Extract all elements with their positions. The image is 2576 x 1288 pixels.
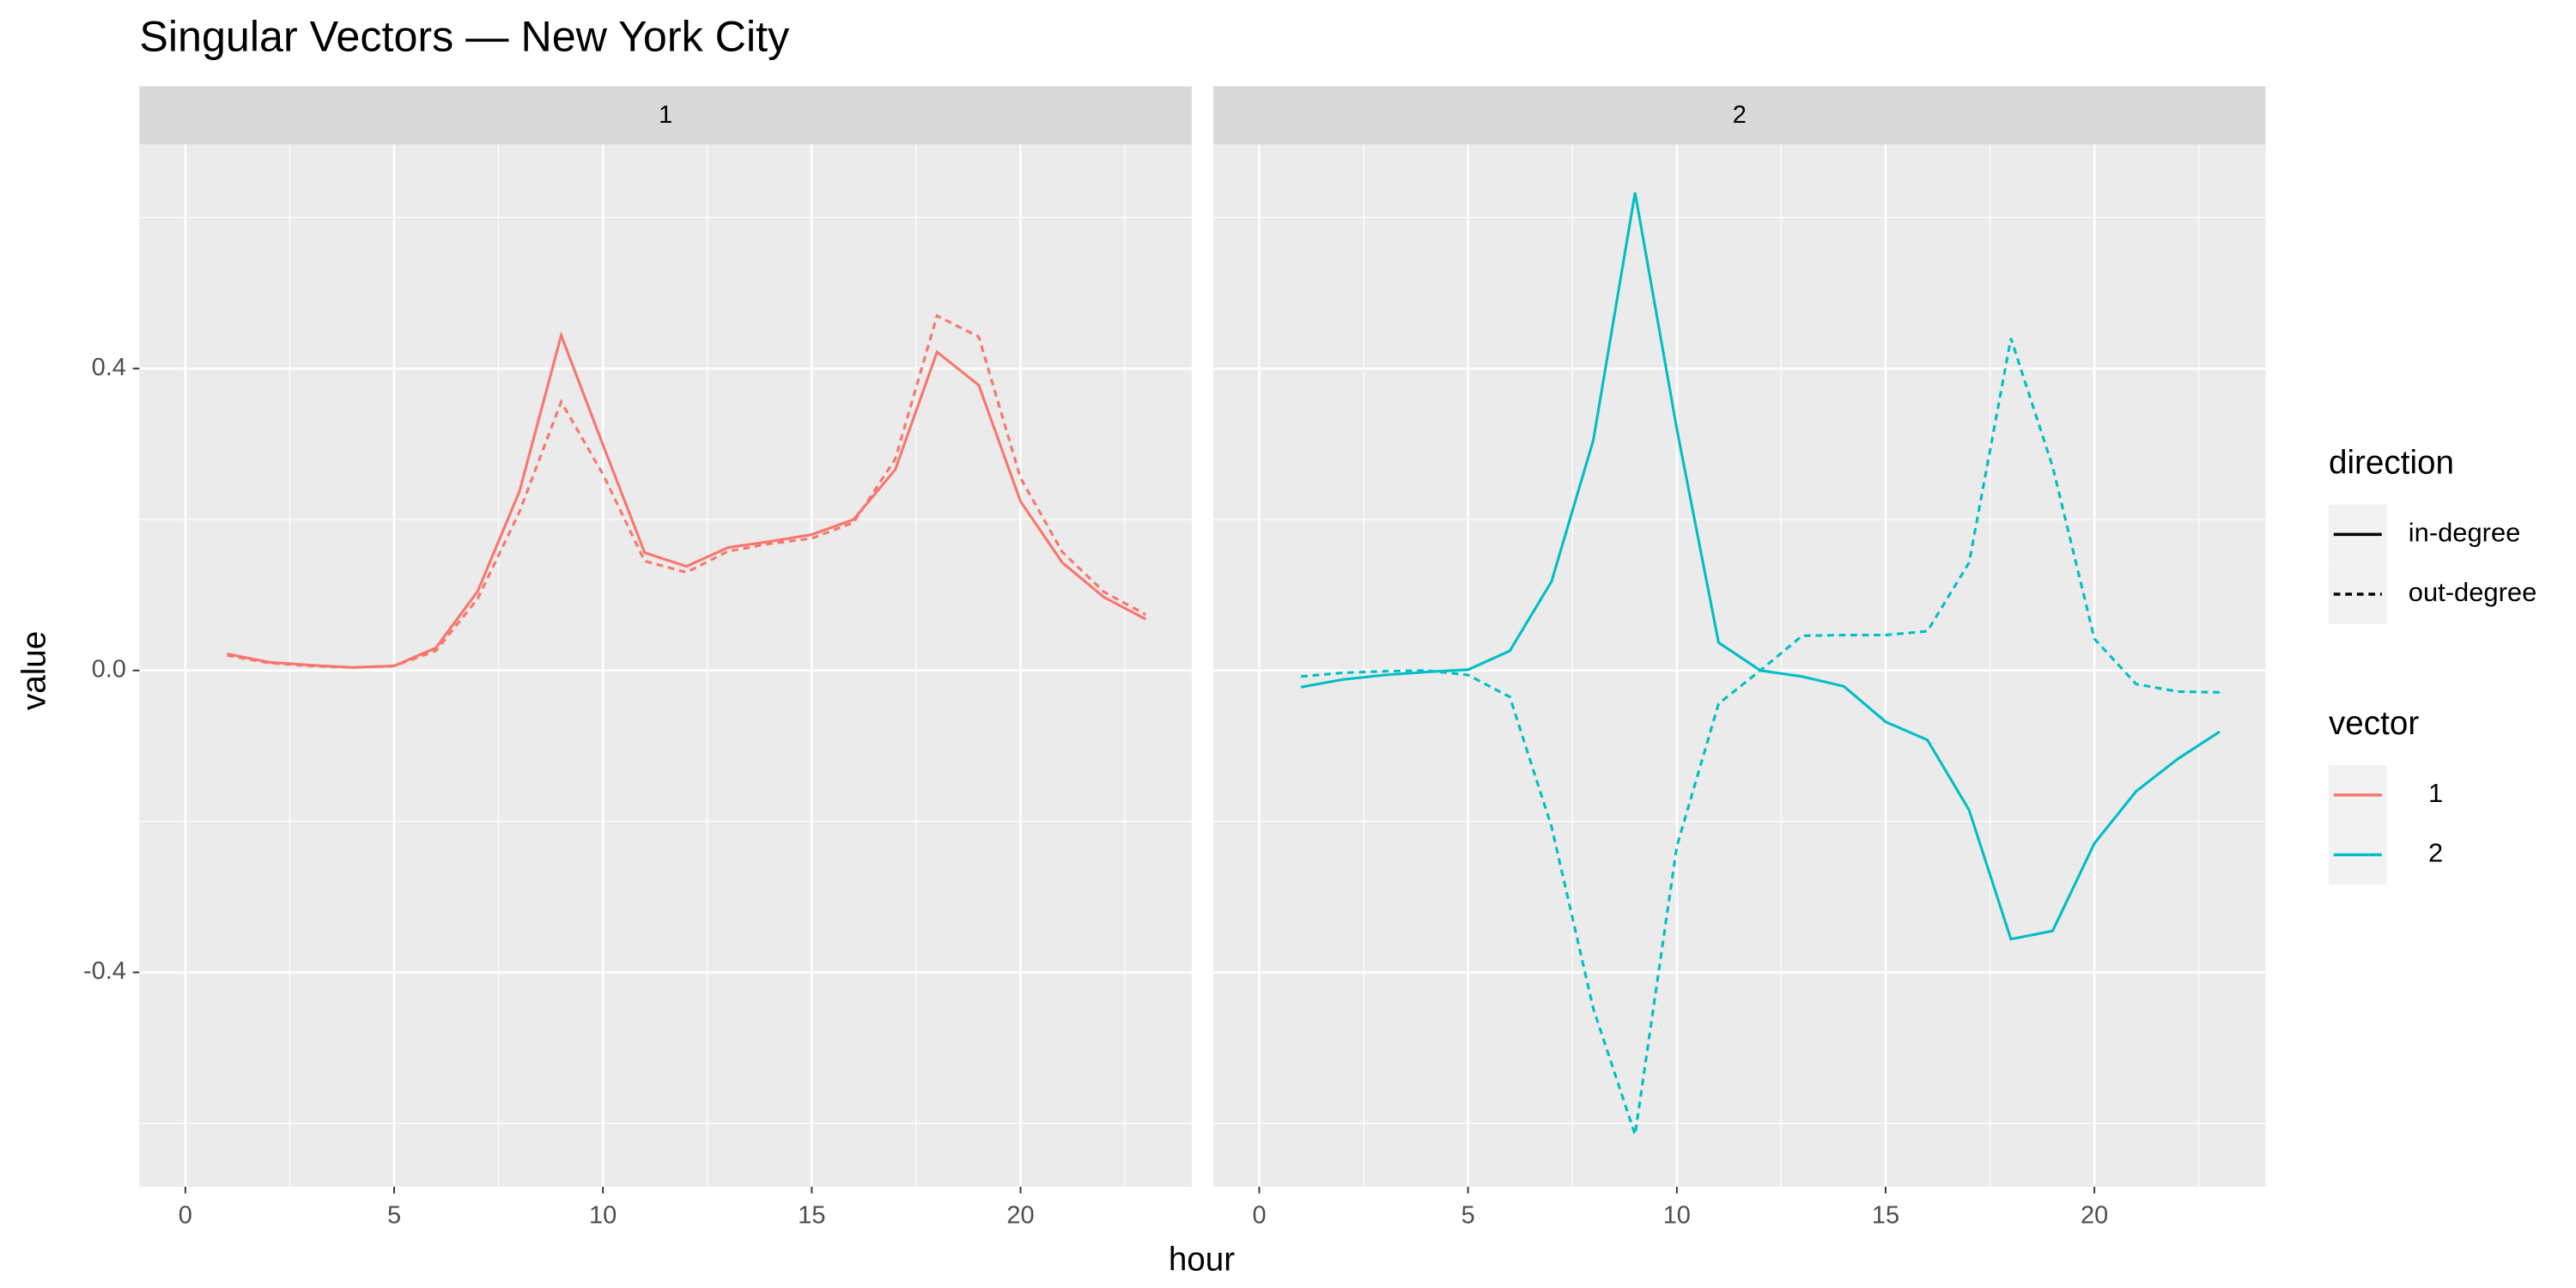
x-tick-label: 20 (1006, 1202, 1034, 1230)
legend-label: 1 (2428, 778, 2443, 808)
chart-title: Singular Vectors — New York City (139, 13, 790, 61)
panel-background (1213, 144, 2266, 1188)
legend-title: direction (2329, 444, 2454, 481)
y-tick-label: 0.4 (92, 354, 126, 381)
x-axis-label: hour (1169, 1241, 1235, 1278)
x-tick-label: 15 (1872, 1202, 1899, 1230)
x-tick-label: 20 (2081, 1202, 2108, 1230)
x-tick-label: 10 (1663, 1202, 1691, 1230)
x-tick-label: 5 (1461, 1202, 1475, 1230)
x-tick-label: 0 (179, 1202, 192, 1230)
legend-label: in-degree (2409, 518, 2521, 548)
line-series (1301, 337, 2221, 1135)
x-tick-label: 10 (589, 1202, 617, 1230)
x-tick-label: 0 (1252, 1202, 1266, 1230)
legend-label: 2 (2428, 838, 2443, 868)
strip-background (1213, 86, 2266, 145)
y-axis-label: value (16, 631, 53, 710)
line-series (227, 313, 1147, 669)
y-tick-label: 0.0 (92, 655, 126, 683)
facet-label: 2 (1733, 101, 1747, 129)
x-tick-label: 5 (387, 1202, 401, 1230)
y-tick-label: -0.4 (83, 957, 126, 985)
strip-background (139, 86, 1192, 145)
facet-label: 1 (659, 101, 672, 129)
legend-title: vector (2329, 705, 2419, 742)
x-tick-label: 15 (798, 1202, 825, 1230)
legend-label: out-degree (2409, 577, 2537, 607)
